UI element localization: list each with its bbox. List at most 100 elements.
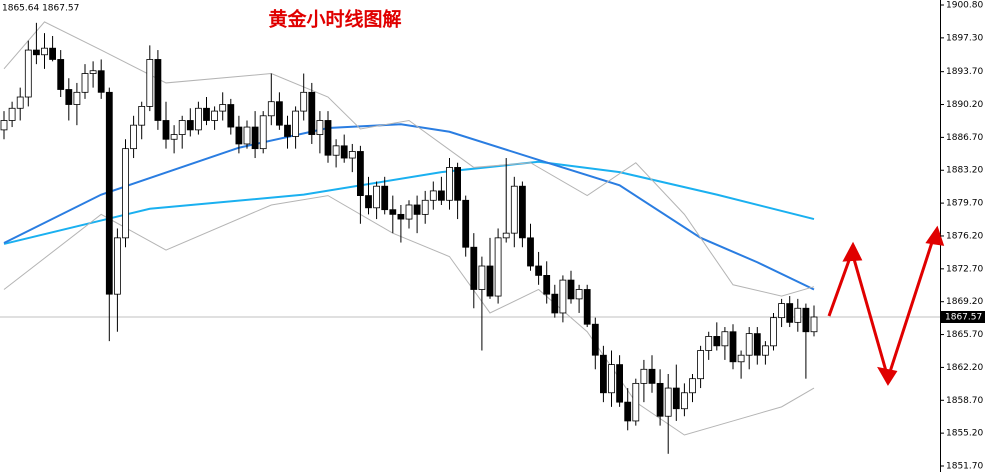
candle-body [259,115,267,150]
candle-body [251,126,259,150]
candle-body [608,364,615,394]
candle-body [543,275,551,295]
candle-body [753,333,761,356]
candle-body [365,195,372,209]
candle-body [624,401,632,422]
candle-body [454,167,462,201]
y-tick-label: 1883.20 [946,166,983,176]
candle-body [664,387,672,417]
y-tick-label: 1879.70 [946,199,983,209]
candle-body [575,289,583,300]
candle-body [437,190,445,201]
candle-body [478,265,486,290]
y-tick-label: 1872.70 [946,264,983,274]
candle-body [308,91,316,135]
candle-body [802,307,810,333]
candle-body [729,331,737,363]
candle-body [778,303,785,319]
indicator-line [3,21,815,297]
candle-body [421,199,429,215]
candle-body [689,378,696,394]
y-tick-label: 1858.70 [946,396,983,406]
candle-body [292,110,300,137]
candle-body [786,303,794,323]
candle-body [186,120,194,131]
candle-body [170,134,178,140]
candle-body [162,120,170,140]
candle-body [235,126,243,145]
candle-body [105,91,113,295]
candle-body [138,106,146,126]
header: 1865.64 1867.57 [2,4,79,14]
candle-body [284,124,291,137]
candle-body [57,59,65,90]
candle-body [470,246,478,290]
candle-body [227,104,235,128]
candle-body [275,101,283,126]
indicator-line [3,123,815,291]
candle-body [89,70,97,74]
candle-body [24,49,32,98]
candle-body [705,336,713,351]
candle-body [559,279,567,314]
forecast-arrow [827,225,945,386]
candle-body [745,333,753,356]
candle-body [494,237,502,297]
candle-body [73,91,81,105]
candle-body [267,101,275,117]
candle-body [510,185,518,234]
candle-body [154,59,162,121]
candle-body [486,265,494,297]
y-tick-label: 1876.20 [946,231,983,241]
candle-body [640,368,648,384]
y-tick-label: 1869.20 [946,297,983,307]
y-tick-label: 1886.70 [946,133,983,143]
arrow-head [877,366,898,386]
candle-body [33,49,40,56]
candle-body [324,120,332,156]
y-tick-label: 1851.70 [946,462,983,472]
y-tick-label: 1890.20 [946,100,983,110]
candle-body [632,382,640,422]
candle-body [381,185,389,211]
candle-body [405,204,413,220]
candle-body [65,89,73,105]
candle-body [389,209,397,215]
candle-body [794,307,802,323]
candle-body [551,293,559,314]
candle-body [243,126,251,145]
candle-body [178,120,186,135]
candle-body [373,185,381,209]
y-tick-label: 1865.70 [946,330,983,340]
candle-body [122,148,129,239]
arrow-head [842,241,863,262]
candle-body [535,265,542,276]
candle-body [356,151,364,196]
candle-body [567,279,575,300]
candle-body [49,47,56,60]
candle-body [697,350,704,380]
candle-body [737,354,745,363]
candle-body [130,124,138,150]
candle-body [762,345,769,356]
y-tick-label: 1897.30 [946,33,983,43]
candle-body [332,145,340,156]
candle-body [81,73,89,93]
candle-body [348,151,356,159]
candle-body [600,354,607,394]
indicator-line [3,160,815,245]
candle-body [721,331,729,347]
candle-body [211,110,219,121]
candle-body [8,107,16,121]
candle-body [462,199,470,248]
candle-body [770,317,777,347]
candle-body [810,316,818,333]
candle-body [429,190,437,201]
candle-body [146,59,154,107]
candle-body [672,387,680,410]
candle-body [527,237,534,267]
candle-body [0,120,8,131]
y-tick-label: 1862.20 [946,363,983,373]
